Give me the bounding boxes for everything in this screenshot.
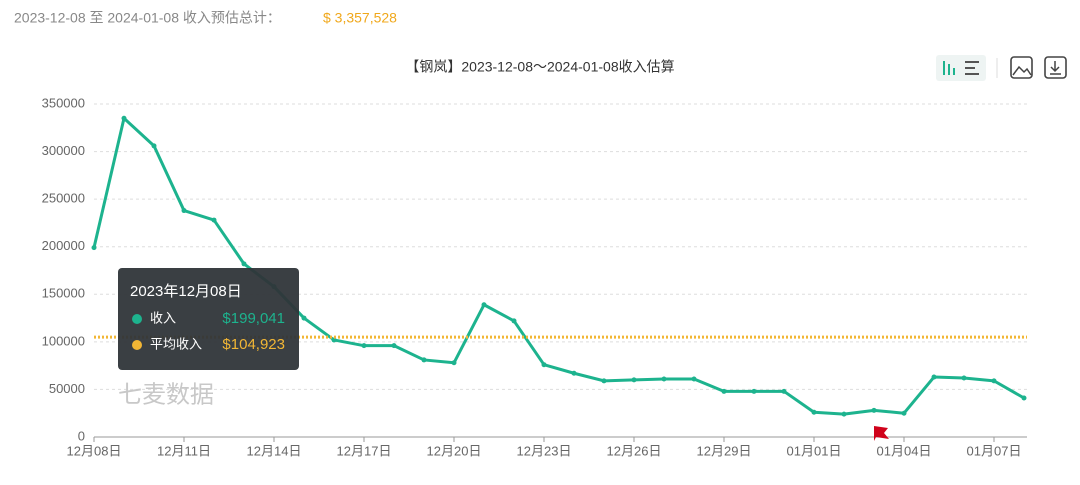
point bbox=[871, 407, 877, 413]
tooltip-value: $104,923 bbox=[222, 336, 285, 353]
x-tick-label: 01月01日 bbox=[787, 443, 842, 458]
point bbox=[781, 388, 787, 394]
point bbox=[511, 318, 517, 324]
x-tick-label: 12月14日 bbox=[247, 443, 302, 458]
x-tick-label: 12月20日 bbox=[427, 443, 482, 458]
x-tick-label: 12月17日 bbox=[337, 443, 392, 458]
point bbox=[181, 208, 187, 214]
tooltip-name: 收入 bbox=[150, 310, 176, 325]
y-tick-label: 200000 bbox=[42, 238, 85, 253]
chart-title: 【钢岚】2023-12-08～2024-01-08收入估算 bbox=[405, 59, 674, 75]
point bbox=[211, 217, 217, 223]
y-tick-label: 0 bbox=[78, 428, 85, 443]
point bbox=[151, 143, 157, 149]
line bbox=[92, 116, 1025, 416]
x-tick-label: 01月07日 bbox=[967, 443, 1022, 458]
y-tick-label: 300000 bbox=[42, 143, 85, 158]
point bbox=[481, 302, 487, 308]
x-tick-label: 01月04日 bbox=[877, 443, 932, 458]
flag-icon bbox=[874, 426, 889, 441]
x-tick-label: 12月23日 bbox=[517, 443, 572, 458]
point bbox=[721, 388, 727, 394]
tooltip-title: 2023年12月08日 bbox=[130, 283, 242, 300]
tooltip-value: $199,041 bbox=[222, 310, 285, 327]
point bbox=[631, 377, 637, 383]
x-tick-label: 12月08日 bbox=[67, 443, 122, 458]
point bbox=[301, 315, 307, 321]
tooltip: 2023年12月08日 收入 $199,041 平均收入 $104,923 bbox=[118, 268, 299, 370]
save-image-button[interactable] bbox=[1010, 56, 1033, 79]
x-tick-label: 12月26日 bbox=[607, 443, 662, 458]
point bbox=[421, 357, 427, 363]
point bbox=[241, 261, 247, 267]
header-total: $ 3,357,528 bbox=[323, 10, 397, 26]
point bbox=[451, 360, 457, 366]
plot: 0 50000 100000 150000 200000 250000 300000 3500… bbox=[42, 95, 1027, 458]
point bbox=[331, 337, 337, 343]
y-tick-label: 350000 bbox=[42, 95, 85, 110]
point bbox=[361, 343, 367, 349]
toolbar bbox=[936, 55, 1067, 81]
point bbox=[391, 343, 397, 349]
y-tick-label: 50000 bbox=[49, 381, 85, 396]
point bbox=[961, 375, 967, 381]
header-label: 2023-12-08 至 2024-01-08 收入预估总计： bbox=[14, 10, 281, 26]
point bbox=[751, 388, 757, 394]
point bbox=[811, 409, 817, 415]
point bbox=[931, 374, 937, 380]
y-tick-label: 100000 bbox=[42, 333, 85, 348]
point bbox=[901, 410, 907, 416]
x-tick-label: 12月29日 bbox=[697, 443, 752, 458]
point bbox=[121, 115, 127, 121]
point bbox=[841, 411, 847, 417]
tooltip-name: 平均收入 bbox=[150, 336, 202, 351]
point bbox=[991, 378, 997, 384]
point bbox=[541, 362, 547, 368]
y-tick-label: 150000 bbox=[42, 286, 85, 301]
point bbox=[91, 245, 97, 251]
point bbox=[691, 376, 697, 382]
x-tick-label: 12月11日 bbox=[157, 443, 211, 458]
point bbox=[601, 378, 607, 384]
point bbox=[661, 376, 667, 382]
point bbox=[1021, 395, 1027, 401]
y-tick-label: 250000 bbox=[42, 191, 85, 206]
point bbox=[571, 370, 577, 376]
watermark: 七麦数据 bbox=[118, 381, 214, 408]
download-button[interactable] bbox=[1044, 56, 1067, 79]
